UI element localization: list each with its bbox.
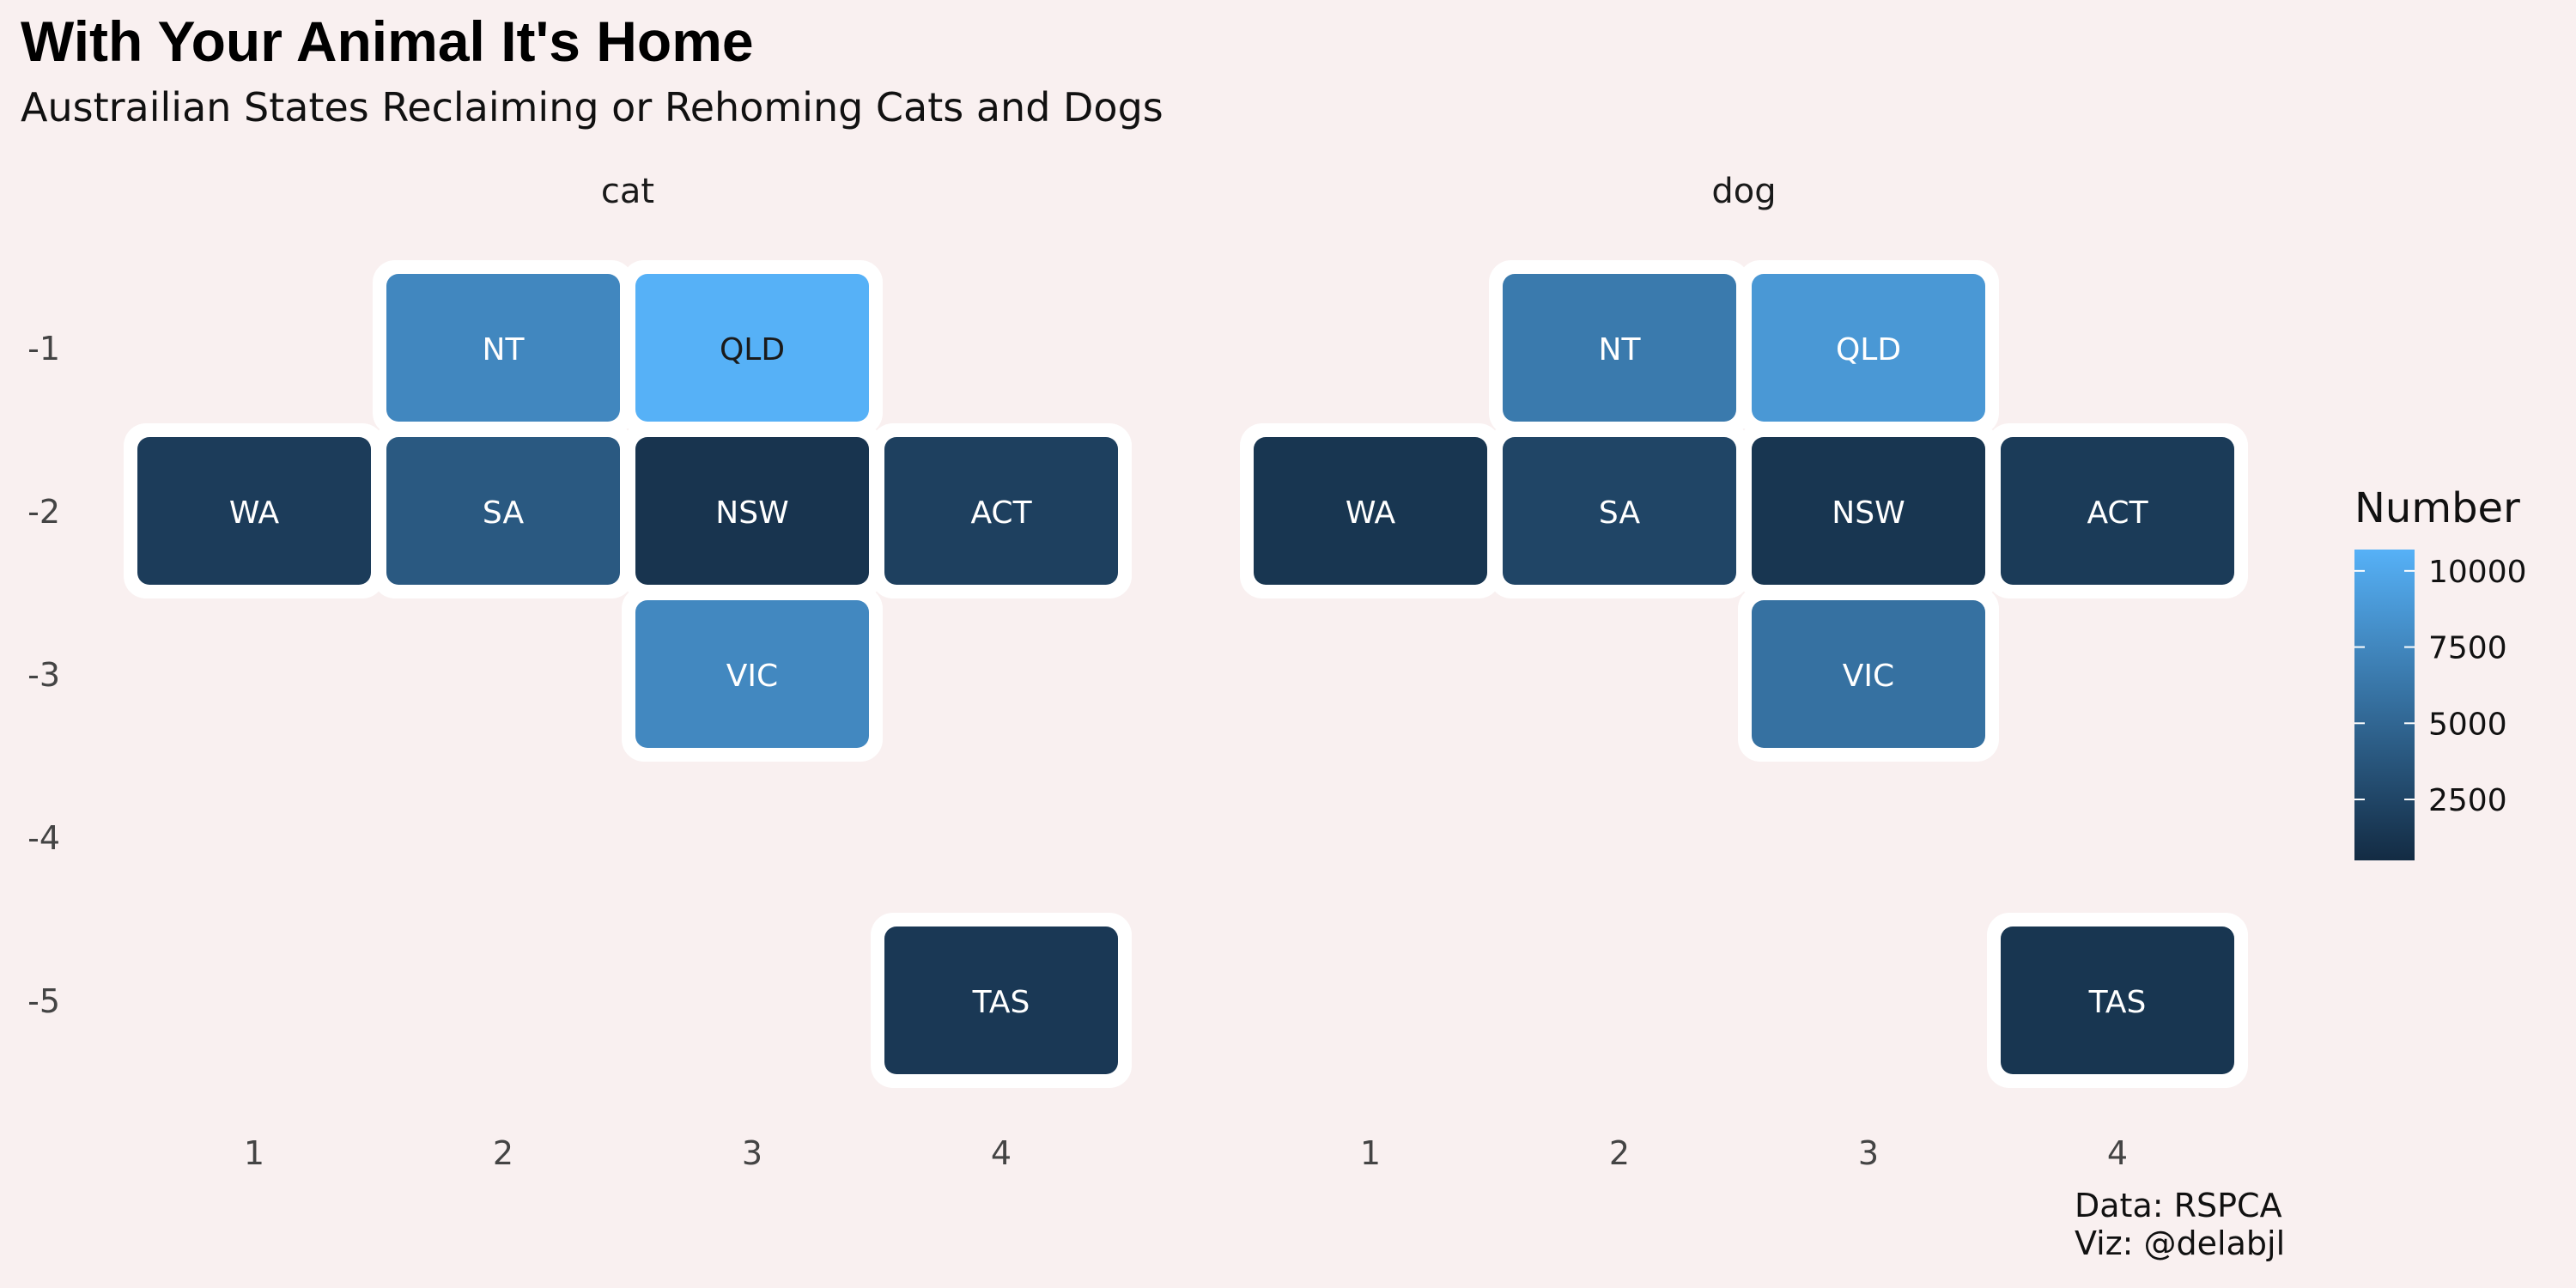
x-tick-label-cat: 2 bbox=[493, 1134, 513, 1172]
tile-label: TAS bbox=[972, 985, 1030, 1020]
legend-tick-label: 2500 bbox=[2428, 783, 2507, 818]
tile-cat-vic bbox=[635, 600, 869, 748]
x-tick-label-cat: 3 bbox=[742, 1134, 762, 1172]
tile-label: NSW bbox=[1832, 495, 1905, 531]
tile-label: WA bbox=[1346, 495, 1396, 531]
tile-label: SA bbox=[483, 495, 525, 531]
chart-subtitle: Austrailian States Reclaiming or Rehomin… bbox=[21, 84, 1163, 131]
legend-tick-label: 7500 bbox=[2428, 631, 2507, 666]
tile-label: QLD bbox=[720, 332, 785, 368]
chart-caption: Data: RSPCA Viz: @delabjl bbox=[2075, 1187, 2285, 1262]
x-tick-label-cat: 4 bbox=[991, 1134, 1012, 1172]
tile-fills: NT QLD WA SA NSW ACT VIC TAS NT QLD WA SA NSW ACT VIC T… bbox=[137, 274, 2234, 1074]
legend-colorbar bbox=[2354, 550, 2415, 860]
tile-label: ACT bbox=[2087, 495, 2148, 531]
legend-tick-label: 10000 bbox=[2428, 555, 2527, 590]
y-tick-label: -1 bbox=[27, 330, 60, 368]
tile-cat-sa bbox=[386, 437, 620, 585]
tile-label: NSW bbox=[715, 495, 788, 531]
x-tick-label-dog: 3 bbox=[1858, 1134, 1879, 1172]
facet-label-dog: dog bbox=[1711, 172, 1776, 211]
legend-tick-label: 5000 bbox=[2428, 707, 2507, 742]
x-tick-label-dog: 4 bbox=[2107, 1134, 2128, 1172]
tile-dog-nsw bbox=[1752, 437, 1985, 585]
tile-label: VIC bbox=[1843, 659, 1894, 694]
tile-label: WA bbox=[229, 495, 280, 531]
tile-dog-sa bbox=[1503, 437, 1736, 585]
tile-label: TAS bbox=[2088, 985, 2147, 1020]
tile-cat-nsw bbox=[635, 437, 869, 585]
tile-cat-wa bbox=[137, 437, 371, 585]
facet-label-cat: cat bbox=[601, 172, 654, 211]
chart-title: With Your Animal It's Home bbox=[21, 9, 754, 73]
tile-dog-act bbox=[2001, 437, 2234, 585]
tile-label: VIC bbox=[726, 659, 778, 694]
y-tick-label: -2 bbox=[27, 493, 60, 531]
legend-title: Number bbox=[2354, 484, 2520, 532]
y-tick-label: -4 bbox=[27, 819, 60, 857]
tile-cat-tas bbox=[884, 927, 1118, 1074]
y-tick-label: -3 bbox=[27, 656, 60, 694]
tile-label: NT bbox=[1599, 332, 1642, 368]
tile-label: ACT bbox=[970, 495, 1032, 531]
x-tick-label-dog: 2 bbox=[1609, 1134, 1630, 1172]
tile-dog-nt bbox=[1503, 274, 1736, 422]
tile-label: NT bbox=[483, 332, 526, 368]
tile-dog-wa bbox=[1254, 437, 1487, 585]
tile-cat-nt bbox=[386, 274, 620, 422]
caption-source: Data: RSPCA bbox=[2075, 1187, 2282, 1224]
caption-credit: Viz: @delabjl bbox=[2075, 1224, 2286, 1262]
tile-cat-qld bbox=[635, 274, 869, 422]
x-tick-label-cat: 1 bbox=[244, 1134, 264, 1172]
tile-label: SA bbox=[1599, 495, 1641, 531]
tile-cat-act bbox=[884, 437, 1118, 585]
tile-dog-tas bbox=[2001, 927, 2234, 1074]
tile-dog-vic bbox=[1752, 600, 1985, 748]
tile-label: QLD bbox=[1836, 332, 1901, 368]
tile-dog-qld bbox=[1752, 274, 1985, 422]
x-tick-label-dog: 1 bbox=[1360, 1134, 1381, 1172]
y-tick-label: -5 bbox=[27, 982, 60, 1020]
